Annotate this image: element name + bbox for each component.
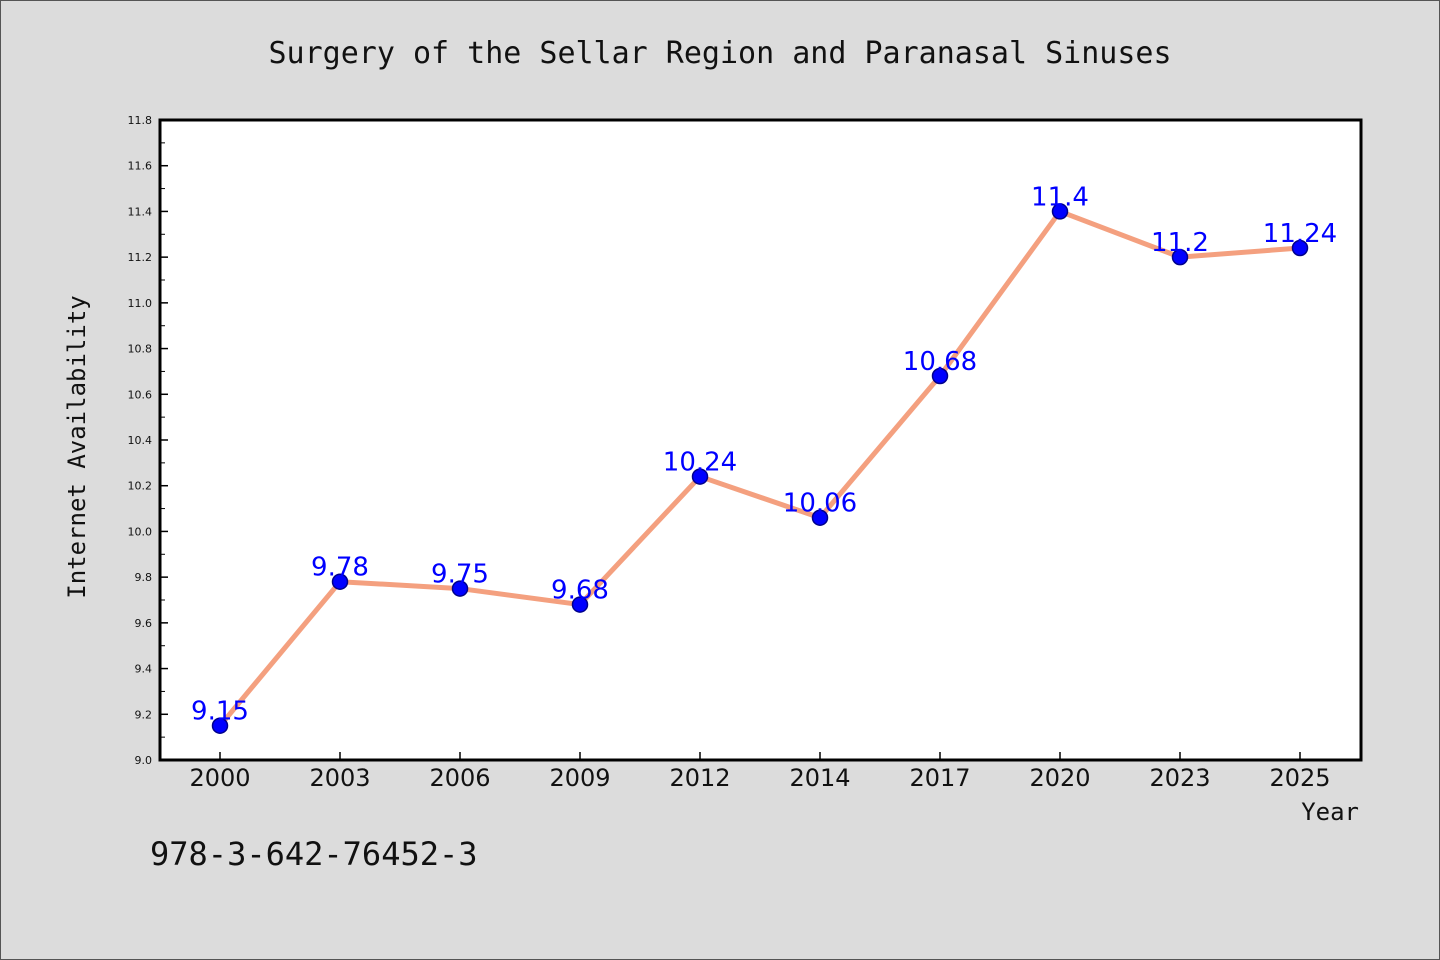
footer-code: 978-3-642-76452-3 — [150, 835, 478, 873]
y-tick-label: 10.2 — [128, 480, 153, 493]
y-tick-label: 9.8 — [135, 571, 153, 584]
y-tick-label: 9.4 — [135, 663, 153, 676]
x-tick-label: 2014 — [789, 764, 850, 792]
y-tick-label: 10.8 — [128, 343, 153, 356]
series-line — [218, 208, 1301, 728]
y-tick-label: 10.0 — [128, 525, 153, 538]
x-tick-label: 2003 — [309, 764, 370, 792]
data-point — [1171, 248, 1189, 266]
y-axis-label: Internet Availability — [63, 295, 91, 598]
data-point — [931, 367, 949, 385]
plot-area — [158, 118, 1363, 762]
data-label: 9.68 — [551, 576, 609, 606]
x-tick-label: 2020 — [1029, 764, 1090, 792]
data-label: 9.78 — [311, 553, 369, 583]
x-tick-label: 2000 — [189, 764, 250, 792]
y-tick-label: 11.4 — [128, 205, 153, 218]
y-tick-label: 9.6 — [135, 617, 153, 630]
data-label: 10.06 — [783, 489, 857, 519]
y-tick-label: 11.2 — [128, 251, 153, 264]
series-markers — [211, 203, 1309, 734]
y-tick-label: 9.0 — [135, 754, 153, 767]
chart-title: Surgery of the Sellar Region and Paranas… — [268, 36, 1171, 71]
data-label: 9.15 — [191, 697, 249, 727]
x-axis: 2000 2003 2006 2009 2012 2014 2017 2020 2023 2025 — [189, 752, 1331, 792]
x-tick-label: 2006 — [429, 764, 490, 792]
data-point — [571, 596, 589, 613]
data-point — [811, 509, 829, 526]
y-tick-label: 11.8 — [128, 114, 153, 127]
x-axis-label: Year — [1301, 798, 1359, 826]
x-tick-label: 2012 — [669, 764, 730, 792]
data-point — [691, 468, 709, 485]
data-point — [1291, 239, 1309, 257]
y-tick-label: 10.4 — [128, 434, 153, 447]
x-tick-label: 2009 — [549, 764, 610, 792]
data-label: 11.4 — [1031, 182, 1089, 212]
data-label: 10.68 — [903, 347, 977, 377]
data-label: 10.24 — [663, 448, 737, 478]
x-tick-label: 2017 — [909, 764, 970, 792]
data-point — [211, 717, 229, 734]
y-tick-label: 11.6 — [128, 160, 153, 173]
data-point — [331, 573, 349, 590]
y-tick-label: 10.6 — [128, 388, 153, 401]
x-tick-label: 2023 — [1149, 764, 1210, 792]
x-tick-label: 2025 — [1269, 764, 1330, 792]
data-label: 9.75 — [431, 560, 489, 590]
data-label: 11.24 — [1263, 219, 1337, 249]
data-labels: 9.15 9.78 9.75 9.68 10.24 10.06 10.68 11.4 11.2 1… — [191, 182, 1337, 726]
data-point — [1051, 203, 1069, 220]
data-label: 11.2 — [1151, 228, 1209, 258]
y-tick-label: 11.0 — [128, 297, 153, 310]
y-axis: 9.0 9.2 9.4 9.6 9.8 10.0 10.2 10.4 10.6 10.8 11.0 1… — [128, 114, 168, 767]
data-point — [451, 580, 469, 597]
y-tick-label: 9.2 — [135, 708, 153, 721]
